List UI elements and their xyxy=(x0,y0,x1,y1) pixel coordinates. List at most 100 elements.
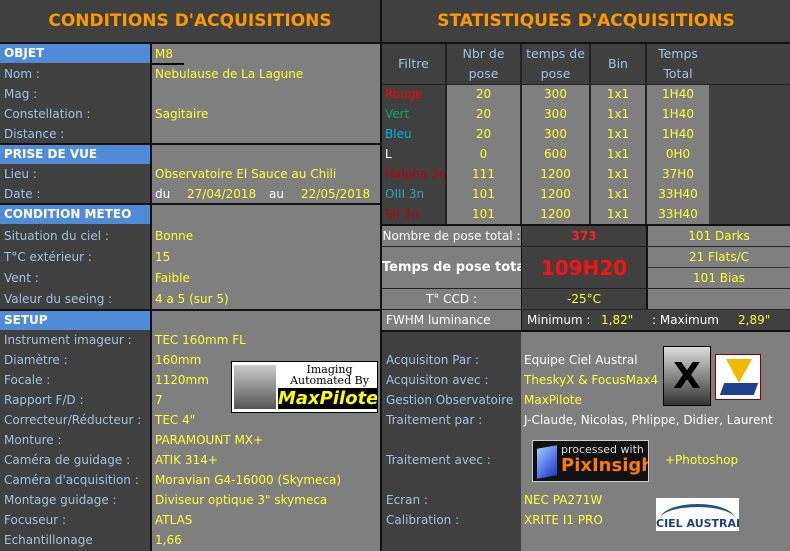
ccd-label: T° CCD : xyxy=(426,292,477,306)
setup-label: Focale : xyxy=(4,373,51,387)
ciel-austral-logo: CIEL AUSTRAL xyxy=(656,498,739,531)
underline xyxy=(152,63,184,65)
filter-t: 300 xyxy=(544,87,567,101)
meteo-header: CONDITION METEO xyxy=(0,205,150,224)
calib-label: Calibration : xyxy=(386,513,460,527)
column-header: temps de pose xyxy=(526,46,585,81)
left-title: CONDITIONS D'ACQUISITIONS xyxy=(0,0,380,42)
summary-labels-bg xyxy=(382,226,521,330)
filter-n: 20 xyxy=(475,87,492,101)
meteo-label: T°C extérieur : xyxy=(4,250,92,264)
divider xyxy=(382,330,790,332)
label-column xyxy=(0,44,150,551)
filter-name: Bleu xyxy=(385,127,412,141)
divider xyxy=(0,309,380,311)
objet-value xyxy=(152,84,380,104)
date-from: 27/04/2018 xyxy=(187,187,257,201)
pad-icon xyxy=(719,383,759,395)
logo-brand: MaxPilote xyxy=(278,388,378,409)
filter-total: 1H40 xyxy=(662,107,694,121)
col-divider xyxy=(645,44,647,224)
date-au: au xyxy=(269,187,284,201)
setup-value: 7 xyxy=(155,393,163,407)
filter-total: 0H0 xyxy=(665,147,691,161)
objet-value: Sagitaire xyxy=(155,107,209,121)
setup-label: Correcteur/Réducteur : xyxy=(4,413,142,427)
objet-label: Mag : xyxy=(4,87,38,101)
filter-bin: 1x1 xyxy=(606,167,630,181)
pixinsight-logo: processed withPixInsight xyxy=(532,440,649,482)
credit-label: Acquisiton Par : xyxy=(386,353,480,367)
filter-total: 33H40 xyxy=(658,187,698,201)
divider xyxy=(382,309,790,310)
pixinsight-line1: processed with xyxy=(561,443,644,456)
total-poses-value: 373 xyxy=(571,229,597,243)
filter-n: 101 xyxy=(472,207,495,221)
filter-total: 1H40 xyxy=(662,127,694,141)
setup-label: Instrument imageur : xyxy=(4,333,132,347)
filter-name: Rouge xyxy=(385,87,423,101)
meteo-value: 4 a 5 (sur 5) xyxy=(155,292,229,306)
divider xyxy=(382,224,790,226)
filter-bin: 1x1 xyxy=(606,107,630,121)
filter-t: 1200 xyxy=(540,207,571,221)
divider xyxy=(0,143,380,145)
telescope-image-icon xyxy=(234,365,276,409)
object-value: M8 xyxy=(155,47,173,61)
setup-label: Caméra d'acquisition : xyxy=(4,473,139,487)
credit-label: Traitement par : xyxy=(386,413,483,427)
setup-label: Diamètre : xyxy=(4,353,68,367)
photoshop-value: +Photoshop xyxy=(665,453,739,467)
setup-value: TEC 160mm FL xyxy=(155,333,246,347)
setup-value: ATIK 314+ xyxy=(155,453,218,467)
filter-bin: 1x1 xyxy=(606,207,630,221)
logo-line2: Automated By xyxy=(290,374,369,387)
focusmax-logo-icon xyxy=(715,354,761,400)
pixinsight-cube-icon xyxy=(537,445,557,479)
objet-header: OBJET xyxy=(0,44,150,63)
credit-value: TheskyX & FocusMax4 xyxy=(524,373,659,387)
setup-header: SETUP xyxy=(0,311,150,330)
arc-icon xyxy=(660,504,735,531)
credit-label: Acquisiton avec : xyxy=(386,373,489,387)
setup-value: PARAMOUNT MX+ xyxy=(155,433,264,447)
setup-value: Diviseur optique 3" skymeca xyxy=(155,493,328,507)
objet-label: Constellation : xyxy=(4,107,91,121)
filter-n: 101 xyxy=(472,187,495,201)
logo-line1: Imaging xyxy=(306,363,353,376)
setup-value: 1120mm xyxy=(155,373,209,387)
setup-value: ATLAS xyxy=(155,513,193,527)
divider xyxy=(382,246,790,247)
meteo-value: 15 xyxy=(155,250,171,264)
setup-label: Monture : xyxy=(4,433,62,447)
filter-total: 37H0 xyxy=(662,167,694,181)
filter-n: 20 xyxy=(475,127,492,141)
fwhm-max-label: Maximum : xyxy=(652,313,719,327)
filter-t: 600 xyxy=(544,147,567,161)
date-du: du xyxy=(155,187,171,201)
date-label: Date : xyxy=(4,187,41,201)
fwhm-values-bg xyxy=(522,310,790,330)
credit-value: Equipe Ciel Austral xyxy=(524,353,638,367)
column-header: Temps Total xyxy=(658,46,698,81)
divider xyxy=(382,84,790,85)
column-header: Bin xyxy=(608,56,628,71)
meteo-label: Situation du ciel : xyxy=(4,229,109,243)
filter-bin: 1x1 xyxy=(606,127,630,141)
filter-n: 20 xyxy=(475,107,492,121)
column-header: Filtre xyxy=(398,56,429,71)
meteo-value: Bonne xyxy=(155,229,194,243)
fwhm-label: FWHM luminance xyxy=(386,313,491,327)
filter-name: Halpha 3n xyxy=(385,167,447,181)
stats-values-bg xyxy=(447,85,709,224)
filter-bin: 1x1 xyxy=(606,147,630,161)
setup-value: 160mm xyxy=(155,353,202,367)
right-title: STATISTIQUES D'ACQUISITIONS xyxy=(382,0,790,42)
setup-label: Montage guidage : xyxy=(4,493,117,507)
lieu-label: Lieu : xyxy=(4,167,37,181)
filter-n: 0 xyxy=(479,147,488,161)
bias-value: 101 Bias xyxy=(693,271,745,285)
filter-t: 1200 xyxy=(540,167,571,181)
meteo-label: Vent : xyxy=(4,271,39,285)
lieu-value: Observatoire El Sauce au Chili xyxy=(155,167,337,181)
